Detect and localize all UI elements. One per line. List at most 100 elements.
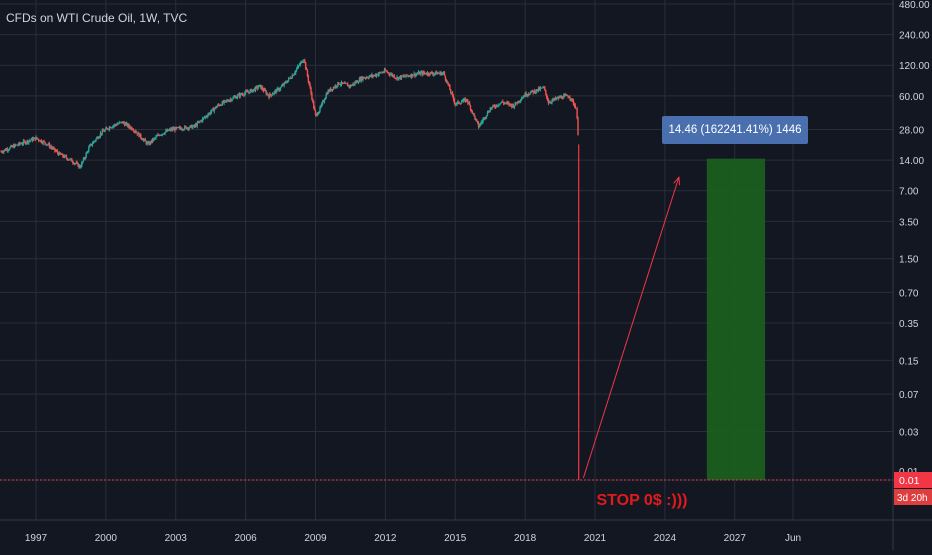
candle-body	[72, 161, 74, 163]
price-axis[interactable]: 480.00 240.00 120.00 60.00 28.00 14.00 7.00 3.5…	[899, 0, 930, 478]
candle-body	[228, 100, 231, 102]
candle-body	[521, 97, 524, 99]
candle-body	[564, 95, 567, 96]
candle-body	[529, 92, 532, 95]
candle-body	[422, 71, 424, 75]
candle-body	[450, 92, 453, 94]
candle-body	[261, 87, 263, 89]
candle-body	[216, 106, 218, 108]
candle-body	[32, 138, 35, 141]
candle-body	[384, 69, 387, 71]
candle-body	[257, 87, 259, 89]
candle-body	[467, 102, 470, 104]
candle-body	[356, 80, 359, 83]
candle-body	[572, 100, 575, 105]
candle-body	[10, 145, 12, 148]
x-tick-label: 2027	[724, 533, 747, 544]
candle-body	[528, 94, 531, 95]
candle-body	[29, 140, 31, 142]
candle-body	[200, 120, 202, 122]
candle-body	[495, 104, 498, 108]
candle-body	[1, 151, 3, 153]
candle-body	[56, 151, 59, 153]
candle-body	[430, 72, 432, 74]
candle-body	[89, 143, 92, 146]
candle-body	[80, 166, 82, 168]
candle-body	[188, 127, 190, 130]
candle-body	[379, 72, 381, 74]
candle-body	[169, 128, 172, 130]
candle-body	[457, 101, 459, 103]
candle-body	[527, 94, 529, 96]
candle-body	[356, 80, 358, 83]
candle-body	[138, 132, 140, 137]
candle-body	[545, 89, 547, 94]
candle-body	[29, 140, 32, 141]
target-zone[interactable]	[706, 158, 766, 481]
candle-body	[50, 146, 52, 148]
candle-body	[499, 103, 501, 105]
candle-body	[81, 161, 84, 163]
candle-body	[500, 102, 502, 104]
candle-body	[140, 134, 142, 138]
candle-body	[498, 104, 500, 106]
candle-body	[424, 73, 427, 75]
target-label-box[interactable]	[662, 116, 808, 144]
candle-body	[107, 129, 110, 131]
candle-body	[373, 74, 376, 76]
candle-body	[341, 82, 344, 84]
candle-body	[575, 108, 577, 110]
candle-body	[557, 97, 559, 99]
candle-body	[135, 132, 138, 133]
candle-body	[174, 128, 176, 131]
candle-body	[204, 116, 207, 118]
candle-body	[295, 68, 298, 71]
candle-body	[458, 101, 460, 104]
candle-body	[125, 123, 128, 125]
candle-body	[280, 86, 283, 88]
candle-body	[266, 93, 268, 95]
target-label-text: 14.46 (162241.41%) 1446	[669, 124, 802, 136]
candle-body	[98, 136, 101, 138]
candle-body	[64, 155, 67, 157]
price-series	[0, 58, 579, 170]
candle-body	[78, 165, 80, 167]
candle-body	[180, 128, 182, 130]
candle-body	[516, 103, 518, 105]
time-axis[interactable]: 1997 2000 2003 2006 2009 2012 2015 2018 2021 2024…	[25, 533, 801, 544]
symbol-title[interactable]: CFDs on WTI Crude Oil, 1W, TVC	[6, 11, 188, 25]
candle-body	[337, 82, 339, 87]
candle-body	[253, 88, 256, 91]
candle-body	[449, 85, 451, 91]
candle-body	[226, 100, 228, 102]
candle-body	[306, 69, 309, 76]
candle-body	[508, 103, 510, 105]
candle-body	[238, 94, 241, 97]
candle-body	[79, 165, 81, 168]
target-arrow-head	[673, 175, 681, 186]
candle-body	[80, 162, 83, 167]
candle-body	[385, 70, 387, 72]
candle-body	[395, 78, 397, 79]
candle-body	[49, 146, 52, 148]
candle-body	[464, 98, 466, 102]
candle-body	[570, 98, 572, 100]
candle-body	[323, 99, 326, 102]
candle-body	[277, 88, 279, 90]
candle-body	[490, 108, 492, 109]
candle-body	[571, 98, 574, 101]
candle-body	[468, 102, 471, 106]
candle-body	[55, 150, 57, 152]
x-tick-label: 2015	[444, 533, 467, 544]
candle-body	[122, 121, 124, 124]
candle-body	[561, 96, 563, 99]
candle-body	[160, 134, 163, 136]
candle-body	[159, 134, 162, 136]
countdown-badge	[894, 489, 932, 505]
candle-body	[432, 73, 434, 75]
candle-body	[398, 77, 400, 80]
candle-body	[136, 132, 138, 135]
candle-body	[350, 85, 353, 87]
